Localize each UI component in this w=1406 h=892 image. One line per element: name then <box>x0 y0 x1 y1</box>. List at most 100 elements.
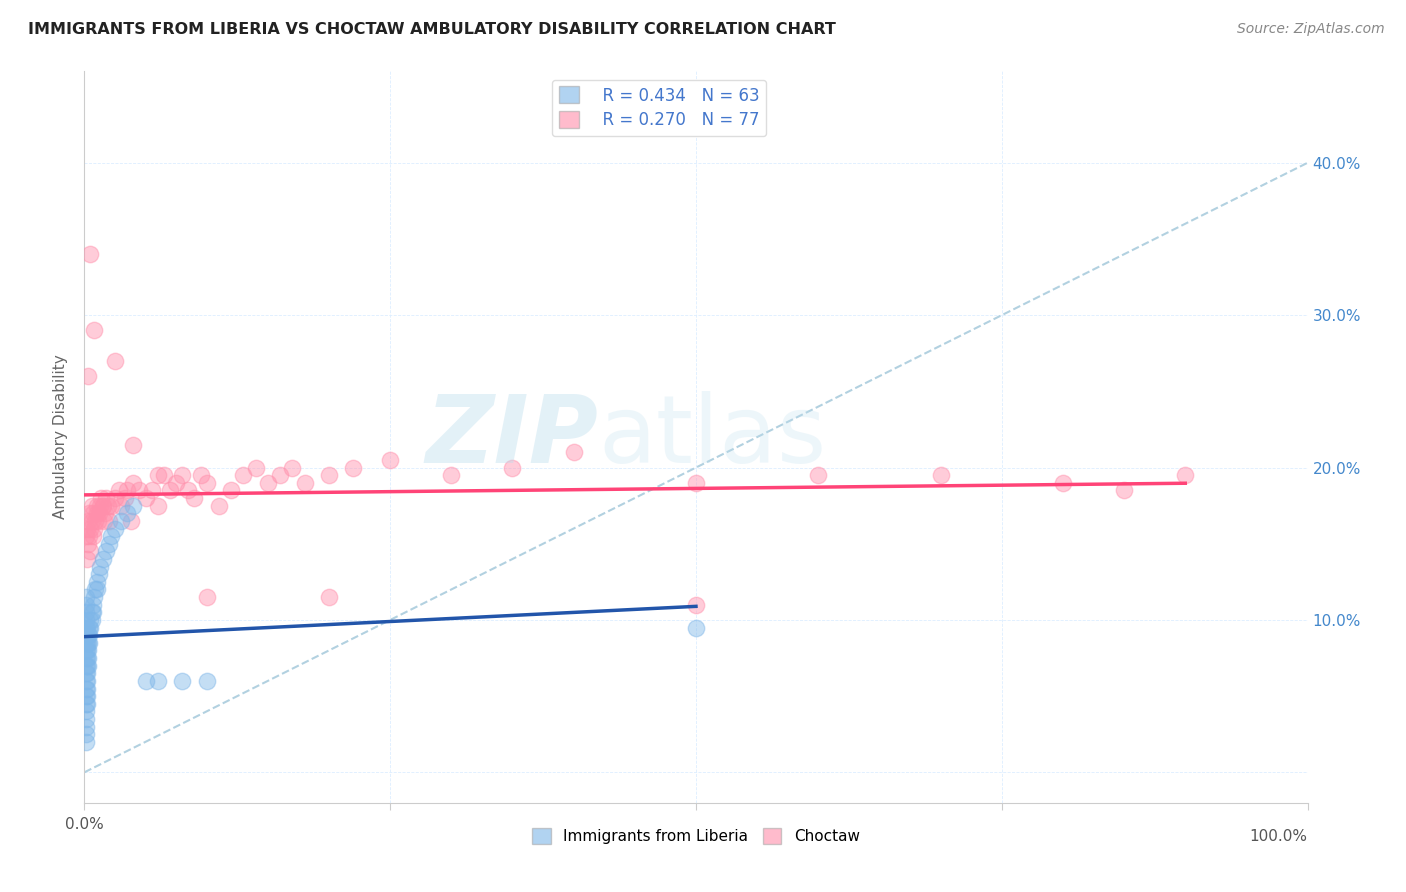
Point <box>77 514 100 528</box>
Point <box>91 499 114 513</box>
Point <box>86 506 108 520</box>
Point <box>100 499 122 513</box>
Point <box>82 529 104 543</box>
Point <box>177 483 200 498</box>
Point <box>87 514 110 528</box>
Point <box>89 559 111 574</box>
Point <box>195 673 218 688</box>
Point <box>281 460 304 475</box>
Point <box>562 445 585 459</box>
Point <box>77 621 100 635</box>
Point <box>77 529 100 543</box>
Point <box>77 636 100 650</box>
Text: IMMIGRANTS FROM LIBERIA VS CHOCTAW AMBULATORY DISABILITY CORRELATION CHART: IMMIGRANTS FROM LIBERIA VS CHOCTAW AMBUL… <box>28 22 837 37</box>
Point <box>146 499 169 513</box>
Point <box>75 651 97 665</box>
Point <box>87 506 110 520</box>
Point <box>89 499 111 513</box>
Point <box>75 643 97 657</box>
Point <box>807 468 830 483</box>
Point <box>245 460 267 475</box>
Point <box>104 354 127 368</box>
Point <box>685 621 707 635</box>
Point <box>219 483 242 498</box>
Point <box>195 590 218 604</box>
Point <box>77 651 100 665</box>
Point <box>122 438 145 452</box>
Point <box>190 468 212 483</box>
Point <box>82 506 104 520</box>
Point <box>83 521 105 535</box>
Point <box>146 468 169 483</box>
Point <box>79 544 101 558</box>
Point <box>76 552 98 566</box>
Point <box>75 705 97 719</box>
Point <box>80 613 103 627</box>
Point <box>84 514 107 528</box>
Point <box>128 483 150 498</box>
Point <box>80 605 103 619</box>
Point <box>91 499 114 513</box>
Point <box>75 628 97 642</box>
Point <box>75 529 97 543</box>
Point <box>79 521 101 535</box>
Point <box>115 483 138 498</box>
Point <box>104 491 127 505</box>
Point <box>79 621 101 635</box>
Point <box>79 613 101 627</box>
Point <box>172 673 194 688</box>
Point <box>76 521 98 535</box>
Text: ZIP: ZIP <box>425 391 598 483</box>
Point <box>76 651 98 665</box>
Point <box>77 506 100 520</box>
Point <box>165 475 187 490</box>
Point <box>96 544 118 558</box>
Point <box>93 514 115 528</box>
Point <box>86 499 108 513</box>
Point <box>110 514 132 528</box>
Point <box>75 712 97 726</box>
Point <box>77 628 100 642</box>
Point <box>83 590 105 604</box>
Point <box>929 468 952 483</box>
Point <box>76 673 98 688</box>
Point <box>75 689 97 703</box>
Point <box>76 681 98 696</box>
Point <box>257 475 280 490</box>
Text: 100.0%: 100.0% <box>1250 829 1308 844</box>
Point <box>104 521 127 535</box>
Point <box>77 628 100 642</box>
Point <box>76 689 98 703</box>
Point <box>100 529 122 543</box>
Point <box>75 735 97 749</box>
Point <box>110 499 132 513</box>
Point <box>75 598 97 612</box>
Text: Source: ZipAtlas.com: Source: ZipAtlas.com <box>1237 22 1385 37</box>
Point <box>94 506 117 520</box>
Point <box>1114 483 1136 498</box>
Point <box>80 499 103 513</box>
Point <box>82 598 104 612</box>
Point <box>84 582 107 597</box>
Point <box>77 658 100 673</box>
Point <box>75 621 97 635</box>
Point <box>76 621 98 635</box>
Point <box>77 369 100 384</box>
Point <box>107 483 129 498</box>
Point <box>122 475 145 490</box>
Point <box>318 590 340 604</box>
Point <box>159 483 181 498</box>
Point <box>195 475 218 490</box>
Point <box>75 697 97 711</box>
Point <box>76 697 98 711</box>
Point <box>1174 468 1197 483</box>
Point <box>77 537 100 551</box>
Point <box>146 673 169 688</box>
Point <box>135 491 157 505</box>
Point <box>685 598 707 612</box>
Point <box>122 499 145 513</box>
Point <box>76 643 98 657</box>
Text: atlas: atlas <box>598 391 827 483</box>
Point <box>80 514 103 528</box>
Point <box>208 499 231 513</box>
